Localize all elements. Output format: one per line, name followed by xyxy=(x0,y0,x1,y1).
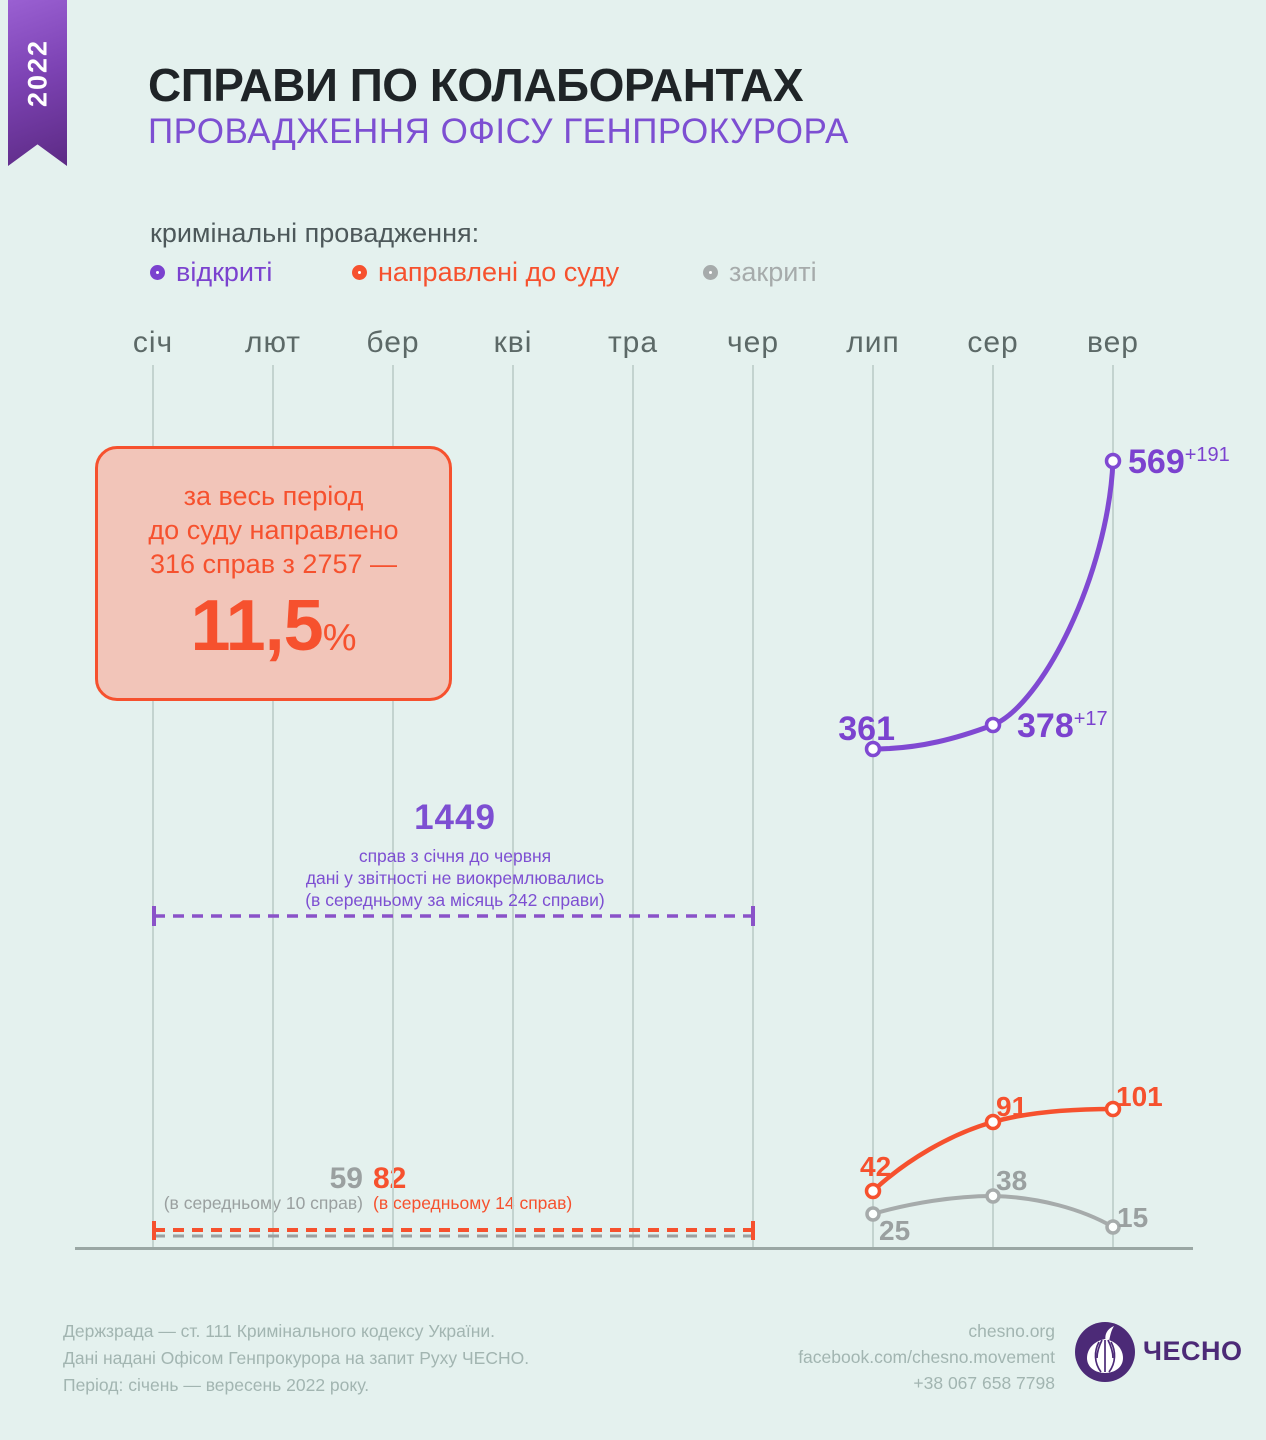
value-court-sep: 101 xyxy=(1116,1081,1163,1112)
value-court-jul: 42 xyxy=(860,1151,892,1182)
gridline xyxy=(872,365,874,1248)
chesno-wordmark: ЧЕСНО xyxy=(1143,1336,1243,1366)
footer-line-1: Держзрада — ст. 111 Кримінального кодекс… xyxy=(63,1321,496,1341)
legend-label-closed: закриті xyxy=(729,257,817,287)
footer-line-3: Період: січень — вересень 2022 року. xyxy=(63,1375,370,1395)
callout-line-3: 316 справ з 2757 — xyxy=(150,548,397,579)
value-opened-jul: 361 xyxy=(838,710,895,748)
legend-heading: кримінальні провадження: xyxy=(150,218,480,248)
callout-line-2: до суду направлено xyxy=(148,514,399,545)
facebook-link[interactable]: facebook.com/chesno.movement xyxy=(798,1347,1055,1367)
ring-icon xyxy=(150,265,165,280)
delta-opened-sep: +191 xyxy=(1184,444,1230,466)
gridline xyxy=(1112,365,1114,1248)
page-subtitle: ПРОВАДЖЕННЯ ОФІСУ ГЕНПРОКУРОРА xyxy=(148,112,849,151)
note-court-average: (в середньому 14 справ) xyxy=(373,1193,573,1213)
gridline xyxy=(992,365,994,1248)
gridline xyxy=(752,365,754,1248)
website-link[interactable]: chesno.org xyxy=(968,1321,1055,1341)
ring-icon xyxy=(703,265,718,280)
value-closed-sep: 15 xyxy=(1117,1202,1149,1233)
value-closed-jul: 25 xyxy=(879,1215,911,1246)
callout-line-1: за весь період xyxy=(183,480,364,511)
month-label-mar: бер xyxy=(366,326,420,359)
gridline xyxy=(152,365,154,1248)
gridline xyxy=(632,365,634,1248)
gridline xyxy=(272,365,274,1248)
garlic-logo-icon xyxy=(1075,1322,1135,1382)
footer-line-2: Дані надані Офісом Генпрокурора на запит… xyxy=(63,1348,530,1368)
footer-source-note: Держзрада — ст. 111 Кримінального кодекс… xyxy=(63,1318,529,1399)
delta-opened-aug: +17 xyxy=(1073,708,1108,730)
value-closed-aug: 38 xyxy=(996,1165,1028,1196)
note-closed-average: (в середньому 10 справ) xyxy=(163,1193,363,1213)
legend-item-opened: відкриті xyxy=(150,257,272,288)
legend-label-sent-to-court: направлені до суду xyxy=(378,257,620,287)
month-label-jun: чер xyxy=(727,326,779,359)
month-label-feb: лют xyxy=(244,326,302,359)
ring-icon xyxy=(352,265,367,280)
footer-contacts: chesno.org facebook.com/chesno.movement … xyxy=(798,1318,1055,1396)
annotation-opened-jan-jun: 1449 справ з січня до червня дані у звіт… xyxy=(255,798,655,911)
month-label-apr: кві xyxy=(493,326,533,359)
value-opened-sep: 569+191 xyxy=(1128,443,1230,481)
value-court-aug: 91 xyxy=(996,1091,1028,1122)
legend-item-sent-to-court: направлені до суду xyxy=(352,257,619,288)
page-title: СПРАВИ ПО КОЛАБОРАНТАХ xyxy=(148,59,804,111)
annotation-1449-line1: справ з січня до червня xyxy=(358,846,552,866)
annotation-1449-line3: (в середньому за місяць 242 справи) xyxy=(305,890,605,910)
legend-item-closed: закриті xyxy=(703,257,817,288)
value-opened-aug: 378+17 xyxy=(1017,707,1108,745)
phone-number: +38 067 658 7798 xyxy=(913,1373,1055,1393)
total-closed-jan-jun: 59 xyxy=(329,1162,363,1195)
callout-percentage: 11,5% xyxy=(190,585,357,666)
month-label-aug: сер xyxy=(967,326,1019,359)
x-axis-baseline xyxy=(75,1247,1193,1250)
legend-label-opened: відкриті xyxy=(176,257,273,287)
callout-court-share: за весь період до суду направлено 316 сп… xyxy=(95,446,452,701)
gridline xyxy=(392,365,394,1248)
month-label-may: тра xyxy=(607,326,659,359)
annotation-1449-line2: дані у звітності не виокремлювались xyxy=(305,868,605,888)
year-label: 2022 xyxy=(22,38,52,108)
year-ribbon: 2022 xyxy=(8,0,67,166)
month-label-jul: лип xyxy=(846,326,900,359)
month-label-sep: вер xyxy=(1087,326,1139,359)
annotation-1449-value: 1449 xyxy=(414,798,496,837)
month-label-jan: січ xyxy=(132,326,174,359)
total-court-jan-jun: 82 xyxy=(373,1162,407,1195)
gridline xyxy=(512,365,514,1248)
